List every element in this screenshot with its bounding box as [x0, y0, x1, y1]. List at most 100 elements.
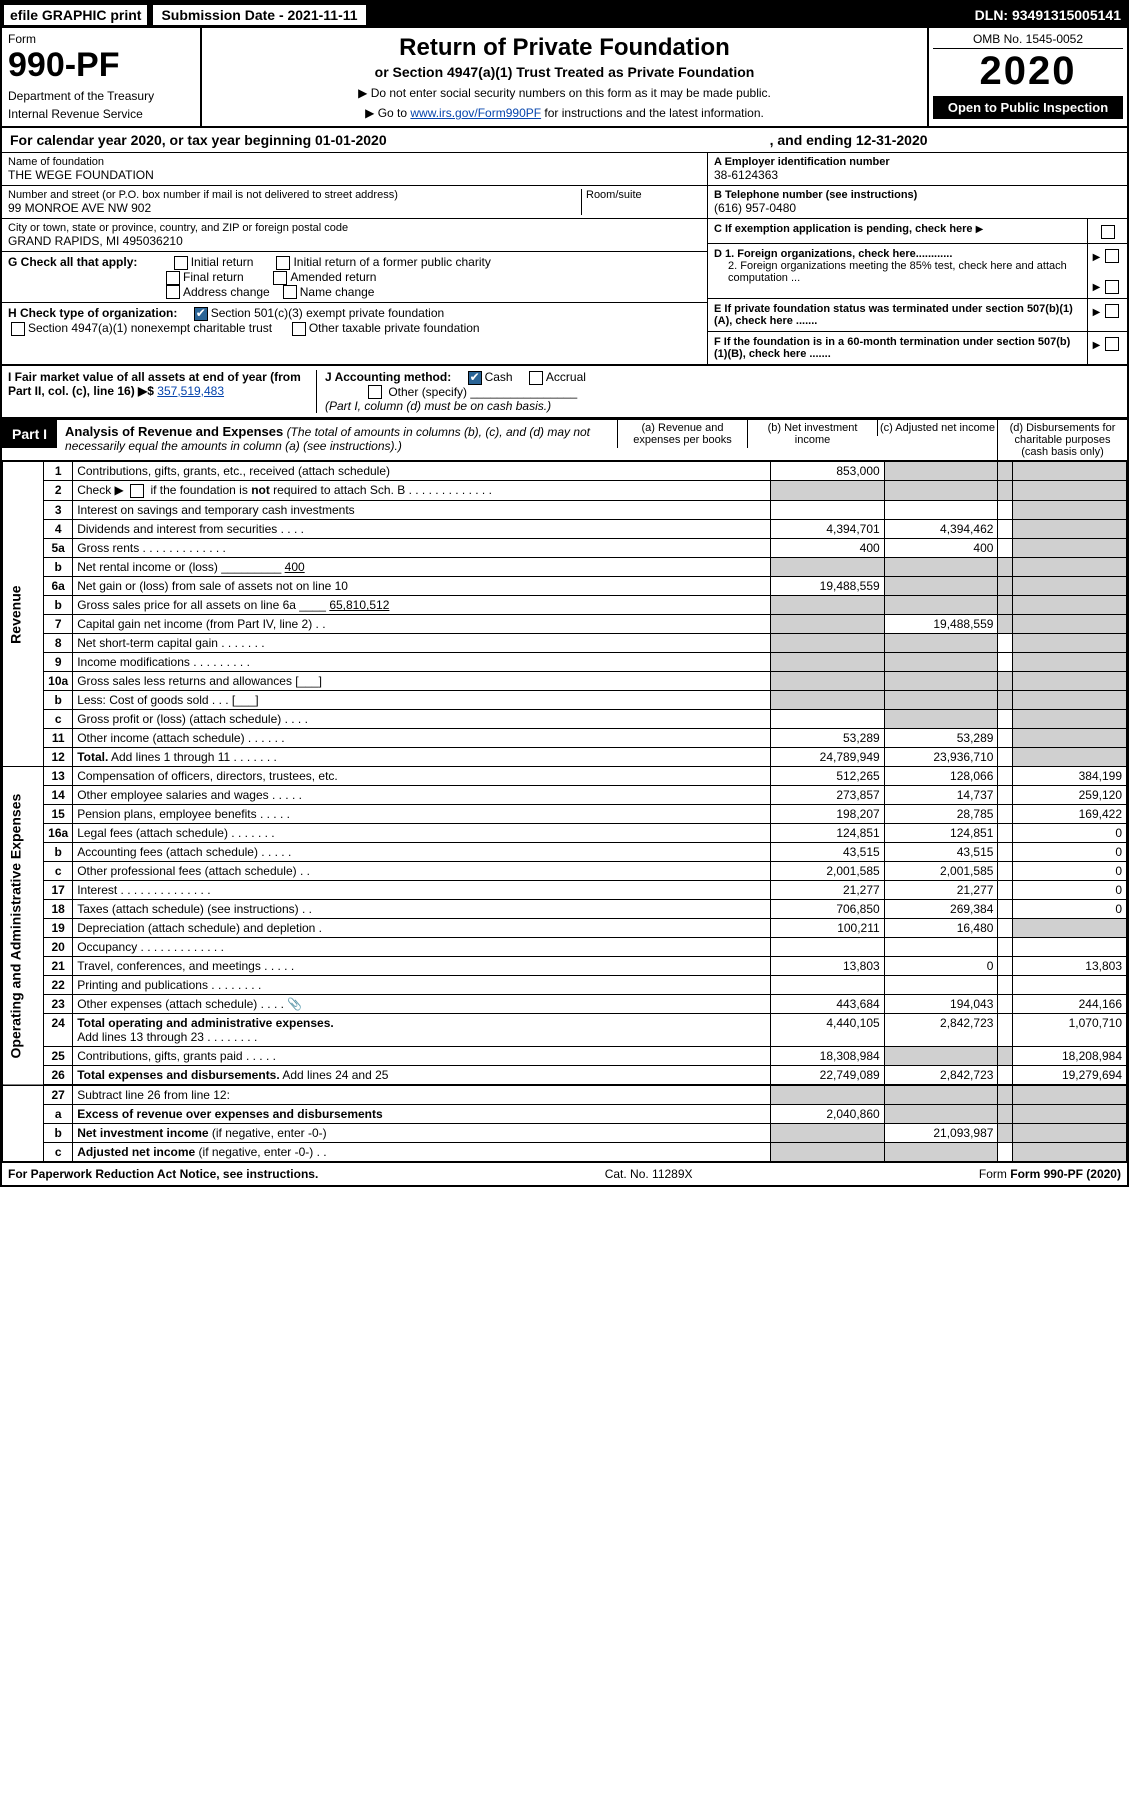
col-a-cell — [770, 672, 884, 691]
city-cell: City or town, state or province, country… — [2, 219, 707, 252]
col-c-cell — [998, 976, 1013, 995]
line-number: b — [44, 843, 73, 862]
col-b-cell: 23,936,710 — [884, 748, 998, 767]
j-block: J Accounting method: Cash Accrual Other … — [316, 370, 1121, 414]
col-d-cell — [1013, 653, 1127, 672]
col-b-cell — [884, 938, 998, 957]
col-b-cell: 16,480 — [884, 919, 998, 938]
col-c-cell — [998, 919, 1013, 938]
col-b-cell: 4,394,462 — [884, 520, 998, 539]
line-desc: Total. Add lines 1 through 11 . . . . . … — [73, 748, 771, 767]
foundation-name-label: Name of foundation — [8, 156, 701, 168]
col-a-cell — [770, 481, 884, 501]
cash-checkbox[interactable] — [468, 371, 482, 385]
c-checkbox[interactable] — [1101, 225, 1115, 239]
line-number: 18 — [44, 900, 73, 919]
line-desc: Excess of revenue over expenses and disb… — [73, 1105, 771, 1124]
col-d-cell — [1013, 462, 1127, 481]
col-d-cell — [1013, 520, 1127, 539]
line-number: 12 — [44, 748, 73, 767]
col-b-cell — [884, 691, 998, 710]
col-d-cell — [1013, 710, 1127, 729]
info-grid: Name of foundation THE WEGE FOUNDATION N… — [2, 153, 1127, 365]
address-change-checkbox[interactable] — [166, 285, 180, 299]
opt-4947: Section 4947(a)(1) nonexempt charitable … — [28, 321, 272, 335]
table-row: 26Total expenses and disbursements. Add … — [3, 1066, 1127, 1086]
col-c-cell — [998, 786, 1013, 805]
col-c-cell — [998, 558, 1013, 577]
col-d-cell: 244,166 — [1013, 995, 1127, 1014]
line-number: a — [44, 1105, 73, 1124]
f-checkbox[interactable] — [1105, 337, 1119, 351]
j-note: (Part I, column (d) must be on cash basi… — [325, 399, 551, 413]
line-number: 11 — [44, 729, 73, 748]
arrow-icon — [1093, 248, 1103, 263]
col-b-cell: 128,066 — [884, 767, 998, 786]
amended-return-checkbox[interactable] — [273, 271, 287, 285]
col-a-cell: 124,851 — [770, 824, 884, 843]
room-label: Room/suite — [586, 189, 701, 201]
arrow-icon — [1093, 278, 1103, 293]
col-c-cell — [998, 1014, 1013, 1047]
omb-number: OMB No. 1545-0052 — [933, 32, 1123, 49]
table-row: 9Income modifications . . . . . . . . . — [3, 653, 1127, 672]
line-desc: Contributions, gifts, grants paid . . . … — [73, 1047, 771, 1066]
col-d-cell: 1,070,710 — [1013, 1014, 1127, 1047]
col-b-cell: 21,277 — [884, 881, 998, 900]
c3-checkbox[interactable] — [194, 307, 208, 321]
line-desc: Total operating and administrative expen… — [73, 1014, 771, 1047]
f-label: F If the foundation is in a 60-month ter… — [714, 336, 1070, 360]
e-checkbox[interactable] — [1105, 304, 1119, 318]
f-row: F If the foundation is in a 60-month ter… — [708, 332, 1127, 364]
col-b-cell: 2,842,723 — [884, 1066, 998, 1086]
other-method-checkbox[interactable] — [368, 385, 382, 399]
calendar-year-row: For calendar year 2020, or tax year begi… — [2, 128, 1127, 153]
opt-final-return: Final return — [183, 270, 244, 284]
col-d-cell: 19,279,694 — [1013, 1066, 1127, 1086]
instructions-link[interactable]: www.irs.gov/Form990PF — [410, 106, 541, 120]
col-d-cell: 0 — [1013, 843, 1127, 862]
e-row: E If private foundation status was termi… — [708, 299, 1127, 332]
initial-return-checkbox[interactable] — [174, 256, 188, 270]
line-desc: Interest . . . . . . . . . . . . . . — [73, 881, 771, 900]
col-c-cell — [998, 767, 1013, 786]
col-a-cell — [770, 558, 884, 577]
line-number: 7 — [44, 615, 73, 634]
table-row: 5aGross rents . . . . . . . . . . . . .4… — [3, 539, 1127, 558]
col-a-cell: 43,515 — [770, 843, 884, 862]
line-number: 26 — [44, 1066, 73, 1086]
col-b-cell: 43,515 — [884, 843, 998, 862]
col-c-cell — [998, 805, 1013, 824]
line-desc: Other expenses (attach schedule) . . . .… — [73, 995, 771, 1014]
col-b-cell: 28,785 — [884, 805, 998, 824]
table-row: 12Total. Add lines 1 through 11 . . . . … — [3, 748, 1127, 767]
g-section: G Check all that apply: Initial return I… — [2, 252, 707, 303]
initial-public-checkbox[interactable] — [276, 256, 290, 270]
col-b-cell — [884, 672, 998, 691]
d1-checkbox[interactable] — [1105, 249, 1119, 263]
topbar: efile GRAPHIC print Submission Date - 20… — [2, 2, 1127, 28]
line-desc: Interest on savings and temporary cash i… — [73, 501, 771, 520]
col-a-cell: 512,265 — [770, 767, 884, 786]
table-row: 22Printing and publications . . . . . . … — [3, 976, 1127, 995]
d2-checkbox[interactable] — [1105, 280, 1119, 294]
col-c-cell — [998, 634, 1013, 653]
col-d-cell — [1013, 748, 1127, 767]
name-change-checkbox[interactable] — [283, 285, 297, 299]
header-right: OMB No. 1545-0052 2020 Open to Public In… — [927, 28, 1127, 126]
line-desc: Legal fees (attach schedule) . . . . . .… — [73, 824, 771, 843]
opt-initial-return: Initial return — [191, 255, 254, 269]
col-c-cell — [998, 957, 1013, 976]
other-taxable-checkbox[interactable] — [292, 322, 306, 336]
4947-checkbox[interactable] — [11, 322, 25, 336]
col-b-cell — [884, 1047, 998, 1066]
col-d-cell — [1013, 938, 1127, 957]
col-a-cell: 22,749,089 — [770, 1066, 884, 1086]
final-return-checkbox[interactable] — [166, 271, 180, 285]
fmv-value[interactable]: 357,519,483 — [157, 384, 224, 398]
line-number: 24 — [44, 1014, 73, 1047]
opt-name-change: Name change — [300, 285, 375, 299]
col-d-cell — [1013, 501, 1127, 520]
col-a-cell: 4,394,701 — [770, 520, 884, 539]
accrual-checkbox[interactable] — [529, 371, 543, 385]
